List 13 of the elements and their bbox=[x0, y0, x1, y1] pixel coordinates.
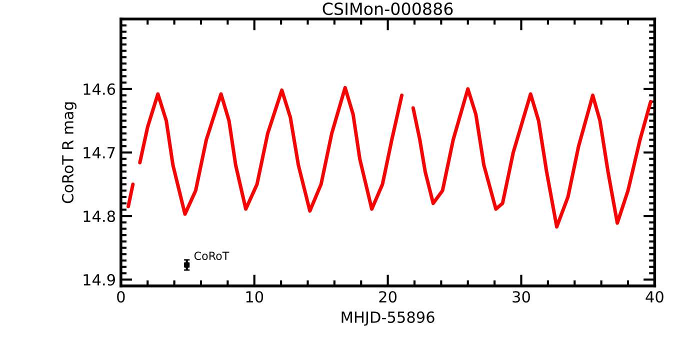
y-tick-label: 14.8 bbox=[84, 210, 116, 222]
x-tick-label: 20 bbox=[379, 291, 397, 303]
annotation: CoRoT bbox=[194, 252, 230, 260]
chart-title: CSIMon-000886 bbox=[322, 2, 453, 16]
y-tick-label: 14.6 bbox=[84, 83, 116, 95]
x-tick-label: 40 bbox=[646, 291, 664, 303]
y-tick-label: 14.9 bbox=[84, 274, 115, 286]
x-axis-title: MHJD-55896 bbox=[342, 311, 434, 326]
y-axis-title: CoRoT R mag bbox=[62, 102, 76, 204]
x-tick-label: 30 bbox=[512, 291, 530, 303]
y-tick-label: 14.7 bbox=[84, 147, 115, 158]
x-tick-label: 0 bbox=[117, 291, 125, 303]
x-tick-label: 10 bbox=[246, 291, 264, 303]
